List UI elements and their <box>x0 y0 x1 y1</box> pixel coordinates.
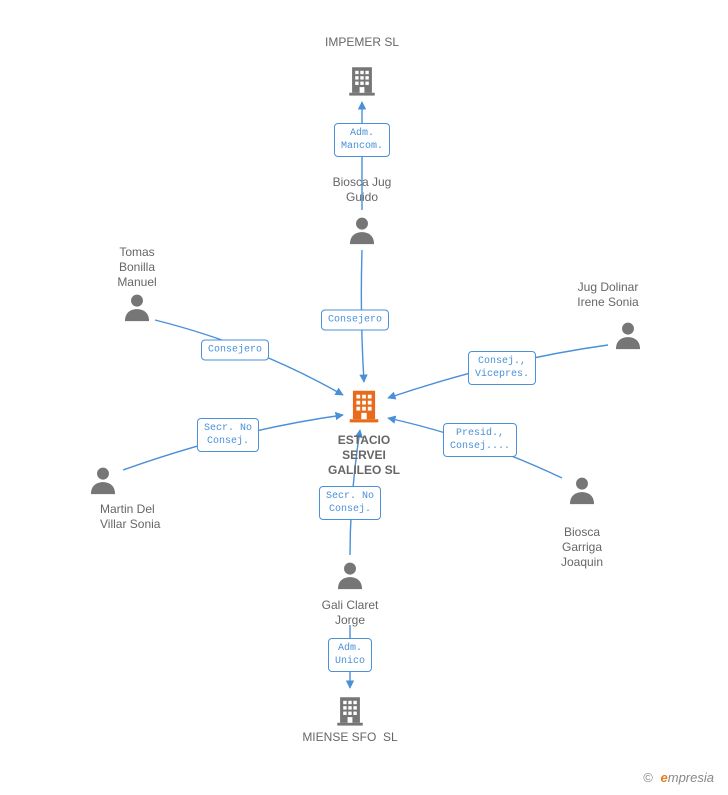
company-node-miense <box>333 693 367 727</box>
edge-label-gali_claret-to-estacio: Secr. No Consej. <box>319 486 381 520</box>
node-label-biosca_garriga: Biosca Garriga Joaquin <box>532 525 632 570</box>
node-label-miense: MIENSE SFO SL <box>300 730 400 745</box>
edge-label-martin_villar-to-estacio: Secr. No Consej. <box>197 418 259 452</box>
edge-label-biosca_jug_guido-to-impemer: Adm. Mancom. <box>334 123 390 157</box>
copyright-symbol: © <box>643 770 653 785</box>
brand-first-letter: e <box>661 770 668 785</box>
person-node-jug_dolinar <box>611 318 645 352</box>
edge-label-biosca_jug_guido-to-estacio: Consejero <box>321 310 389 331</box>
node-label-jug_dolinar: Jug Dolinar Irene Sonia <box>558 280 658 310</box>
center-company-label: ESTACIO SERVEI GALILEO SL <box>324 433 404 478</box>
person-node-biosca_garriga <box>565 473 599 507</box>
person-node-biosca_jug_guido <box>345 213 379 247</box>
person-node-martin_villar <box>86 463 120 497</box>
edge-label-jug_dolinar-to-estacio: Consej., Vicepres. <box>468 351 536 385</box>
watermark: © empresia <box>643 770 714 785</box>
edges-layer <box>0 0 728 795</box>
company-node-impemer <box>345 63 379 97</box>
person-node-gali_claret <box>333 558 367 592</box>
edge-label-biosca_garriga-to-estacio: Presid., Consej.... <box>443 423 517 457</box>
diagram-canvas: ESTACIO SERVEI GALILEO SL IMPEMER SL Biosc… <box>0 0 728 795</box>
node-label-impemer: IMPEMER SL <box>312 35 412 50</box>
node-label-gali_claret: Gali Claret Jorge <box>300 598 400 628</box>
center-company-node <box>345 386 383 424</box>
node-label-martin_villar: Martin Del Villar Sonia <box>100 502 160 532</box>
edge-label-tomas_bonilla-to-estacio: Consejero <box>201 340 269 361</box>
person-node-tomas_bonilla <box>120 290 154 324</box>
node-label-tomas_bonilla: Tomas Bonilla Manuel <box>87 245 187 290</box>
node-label-biosca_jug_guido: Biosca Jug Guido <box>312 175 412 205</box>
brand-rest: mpresia <box>668 770 714 785</box>
edge-label-gali_claret-to-miense: Adm. Unico <box>328 638 372 672</box>
